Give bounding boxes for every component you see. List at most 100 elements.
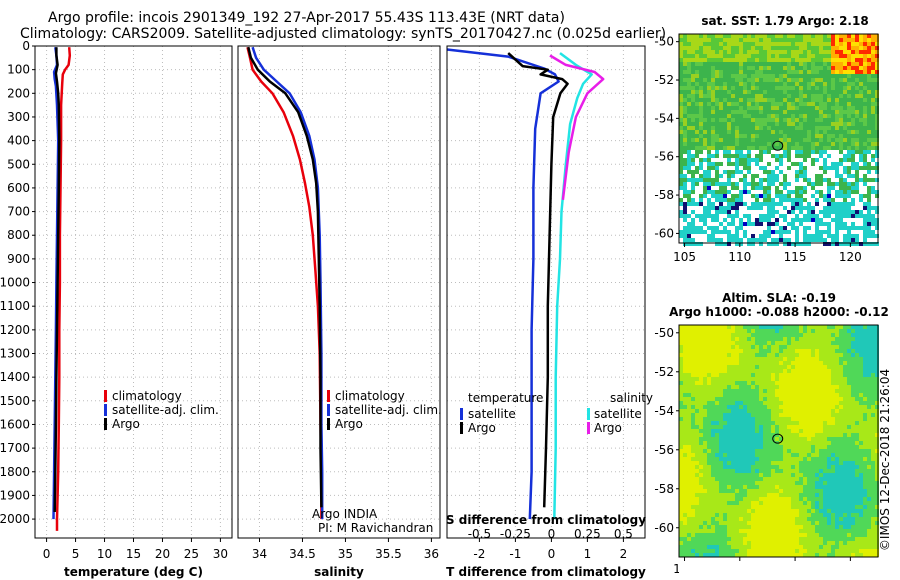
map-cell bbox=[775, 369, 779, 373]
map-cell bbox=[835, 166, 839, 170]
map-cell bbox=[843, 150, 847, 154]
map-cell bbox=[687, 178, 691, 182]
map-cell bbox=[791, 425, 795, 429]
map-cell bbox=[759, 202, 763, 206]
map-cell bbox=[731, 485, 735, 489]
map-cell bbox=[871, 485, 875, 489]
map-cell bbox=[783, 405, 787, 409]
map-cell bbox=[875, 122, 879, 126]
map-cell bbox=[703, 405, 707, 409]
map-cell bbox=[779, 218, 783, 222]
map-cell bbox=[843, 325, 847, 329]
map-cell bbox=[743, 130, 747, 134]
y-tick-label: 900 bbox=[7, 252, 30, 266]
map-cell bbox=[843, 162, 847, 166]
map-cell bbox=[779, 369, 783, 373]
map-cell bbox=[727, 325, 731, 329]
map-cell bbox=[691, 202, 695, 206]
map-cell bbox=[875, 477, 879, 481]
map-cell bbox=[683, 50, 687, 54]
map-cell bbox=[751, 218, 755, 222]
map-cell bbox=[839, 166, 843, 170]
map-cell bbox=[875, 102, 879, 106]
map-cell bbox=[691, 401, 695, 405]
map-cell bbox=[815, 90, 819, 94]
map-cell bbox=[847, 329, 851, 333]
map-cell bbox=[787, 186, 791, 190]
map-cell bbox=[687, 106, 691, 110]
map-cell bbox=[751, 481, 755, 485]
map-cell bbox=[783, 202, 787, 206]
map-cell bbox=[827, 138, 831, 142]
map-cell bbox=[723, 357, 727, 361]
map-cell bbox=[847, 226, 851, 230]
map-cell bbox=[723, 425, 727, 429]
map-cell bbox=[727, 94, 731, 98]
map-cell bbox=[739, 389, 743, 393]
map-cell bbox=[739, 429, 743, 433]
map-cell bbox=[743, 353, 747, 357]
map-cell bbox=[779, 114, 783, 118]
map-cell bbox=[735, 154, 739, 158]
map-cell bbox=[679, 421, 683, 425]
map-cell bbox=[767, 469, 771, 473]
map-cell bbox=[679, 86, 683, 90]
map-cell bbox=[779, 333, 783, 337]
map-cell bbox=[763, 210, 767, 214]
map-cell bbox=[791, 114, 795, 118]
map-cell bbox=[695, 62, 699, 66]
map-cell bbox=[867, 130, 871, 134]
map-cell bbox=[839, 373, 843, 377]
map-cell bbox=[847, 82, 851, 86]
map-cell bbox=[859, 58, 863, 62]
map-cell bbox=[715, 66, 719, 70]
map-cell bbox=[835, 86, 839, 90]
map-cell bbox=[715, 110, 719, 114]
map-cell bbox=[747, 42, 751, 46]
map-cell bbox=[827, 429, 831, 433]
map-cell bbox=[823, 94, 827, 98]
map-cell bbox=[703, 114, 707, 118]
map-cell bbox=[827, 349, 831, 353]
map-cell bbox=[703, 373, 707, 377]
x-tick-label: -1 bbox=[509, 547, 521, 561]
map-cell bbox=[863, 477, 867, 481]
map-cell bbox=[855, 202, 859, 206]
map-cell bbox=[779, 425, 783, 429]
x-tick-label: 36 bbox=[424, 547, 439, 561]
map-cell bbox=[727, 437, 731, 441]
map-cell bbox=[811, 365, 815, 369]
map-cell bbox=[743, 90, 747, 94]
map-cell bbox=[851, 70, 855, 74]
map-cell bbox=[779, 150, 783, 154]
map-cell bbox=[739, 46, 743, 50]
map-cell bbox=[711, 445, 715, 449]
map-cell bbox=[803, 178, 807, 182]
map-cell bbox=[839, 106, 843, 110]
map-cell bbox=[843, 337, 847, 341]
map-cell bbox=[787, 34, 791, 38]
map-cell bbox=[823, 194, 827, 198]
map-cell bbox=[807, 218, 811, 222]
map-cell bbox=[811, 429, 815, 433]
map-cell bbox=[687, 98, 691, 102]
map-cell bbox=[711, 158, 715, 162]
map-cell bbox=[791, 357, 795, 361]
map-cell bbox=[763, 78, 767, 82]
map-cell bbox=[795, 469, 799, 473]
map-cell bbox=[739, 230, 743, 234]
map-cell bbox=[771, 98, 775, 102]
map-cell bbox=[755, 126, 759, 130]
map-cell bbox=[803, 381, 807, 385]
map-cell bbox=[703, 230, 707, 234]
map-cell bbox=[779, 349, 783, 353]
map-cell bbox=[851, 62, 855, 66]
map-cell bbox=[743, 238, 747, 242]
map-cell bbox=[711, 433, 715, 437]
map-cell bbox=[819, 74, 823, 78]
map-cell bbox=[839, 469, 843, 473]
map-cell bbox=[779, 70, 783, 74]
map-cell bbox=[871, 150, 875, 154]
map-cell bbox=[783, 162, 787, 166]
map-cell bbox=[835, 405, 839, 409]
